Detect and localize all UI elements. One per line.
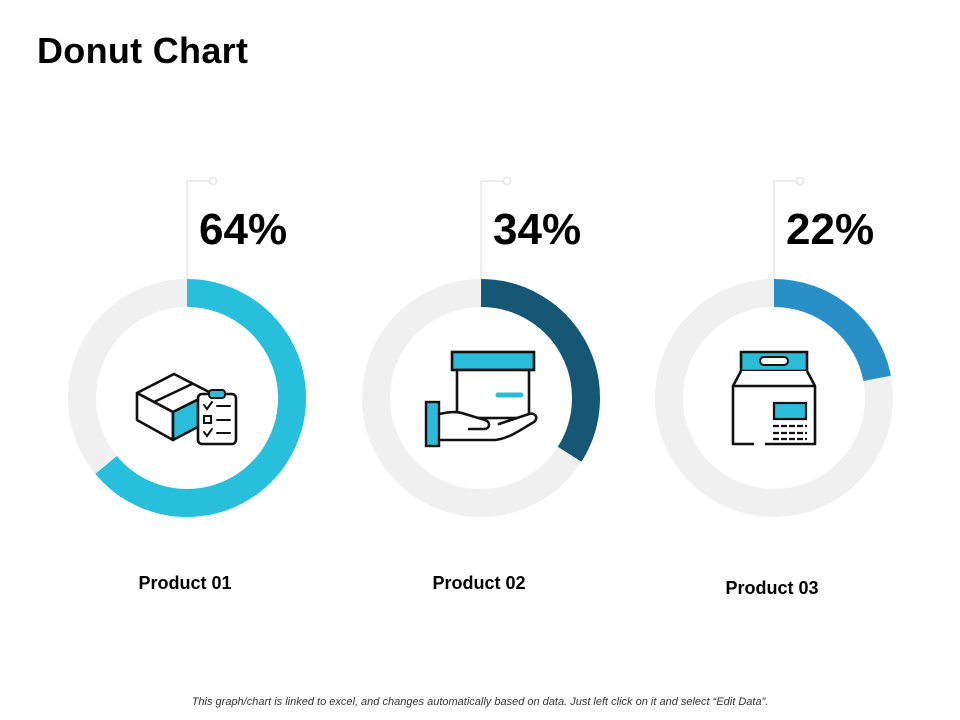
percentage-label: 64% (199, 205, 287, 254)
label-connector-dot (795, 176, 805, 186)
box-with-checklist-icon (135, 372, 238, 446)
percentage-label: 34% (493, 205, 581, 254)
label-connector-dot (208, 176, 218, 186)
footer-note: This graph/chart is linked to excel, and… (191, 696, 769, 708)
donut-1: 64% Product 01 (68, 176, 306, 593)
percentage-label: 22% (786, 205, 874, 254)
paper-bag-icon (731, 350, 817, 446)
donut-value-arc[interactable] (480, 279, 600, 462)
donut-2: 34% Product 02 (362, 176, 600, 593)
label-connector-line (186, 180, 213, 279)
product-label: Product 01 (138, 573, 231, 593)
product-label: Product 02 (432, 573, 525, 593)
page-title: Donut Chart (37, 30, 249, 71)
label-connector-dot (502, 176, 512, 186)
hand-holding-box-icon (424, 350, 538, 448)
product-label: Product 03 (725, 578, 818, 598)
label-connector-line (480, 180, 507, 279)
label-connector-line (773, 180, 800, 279)
donut-3: 22% Product 03 (655, 176, 893, 598)
donut-value-arc[interactable] (95, 279, 306, 517)
donut-value-arc[interactable] (773, 279, 891, 382)
